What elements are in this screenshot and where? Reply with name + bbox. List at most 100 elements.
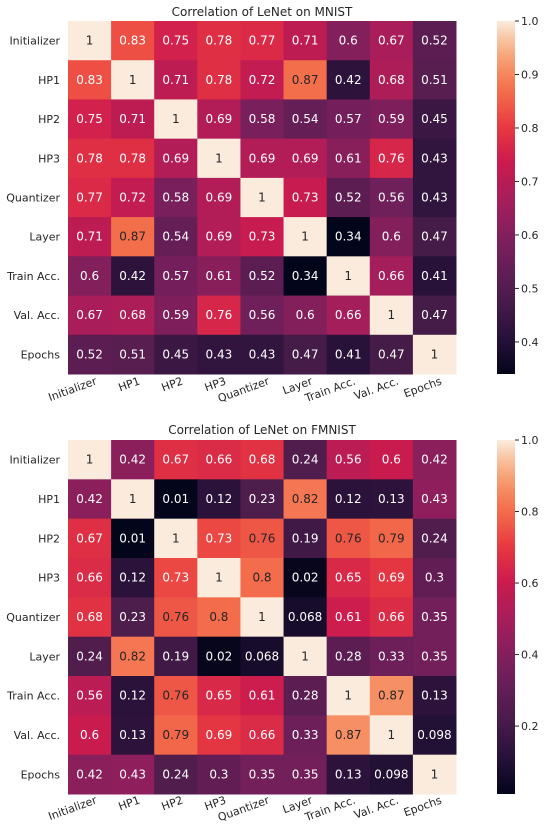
heatmap-cell-1-1-6: [326, 479, 371, 520]
y-tick-label-0-layer: Layer: [29, 231, 60, 244]
cell-label-0-2-2: 1: [172, 112, 180, 126]
cell-label-0-7-2: 0.59: [162, 308, 189, 322]
heatmap-cell-1-3-8: [412, 558, 457, 598]
heatmap-cell-1-2-7: [369, 518, 414, 559]
cell-label-0-1-3: 0.78: [206, 73, 233, 87]
heatmap-cell-0-1-8: [412, 60, 457, 100]
heatmap-cell-1-8-7: [369, 754, 414, 795]
heatmap-cell-0-0-6: [326, 21, 371, 61]
y-tick-label-0-epochs: Epochs: [21, 348, 61, 361]
heatmap-cell-1-4-6: [326, 597, 371, 638]
cell-label-0-3-2: 0.69: [162, 151, 189, 165]
x-tick-label-1-hp2: HP2: [160, 794, 185, 814]
heatmap-cell-0-6-3: [197, 256, 241, 297]
cell-label-1-0-0: 1: [86, 453, 94, 467]
cell-label-0-6-5: 0.34: [292, 269, 319, 283]
cell-label-1-4-5: 0.068: [288, 610, 322, 624]
heatmap-cell-0-8-0: [68, 334, 112, 375]
heatmap-cell-0-0-4: [240, 21, 285, 61]
x-tick-label-0-epochs: Epochs: [402, 375, 444, 401]
heatmap-cell-0-3-0: [68, 138, 112, 179]
cell-label-1-1-2: 0.01: [162, 492, 189, 506]
heatmap-cell-1-6-1: [111, 676, 155, 716]
heatmap-cell-0-6-7: [369, 256, 414, 297]
cell-label-0-6-4: 0.52: [249, 269, 276, 283]
cell-label-0-1-5: 0.87: [292, 73, 319, 87]
cell-label-1-8-2: 0.24: [162, 767, 189, 781]
heatmap-cell-0-6-0: [68, 256, 112, 297]
cell-label-1-4-8: 0.35: [421, 610, 448, 624]
y-tick-label-0-hp2: HP2: [38, 113, 60, 126]
heatmap-cell-1-7-8: [412, 715, 457, 756]
cell-label-1-3-2: 0.73: [162, 571, 189, 585]
cell-label-1-2-0: 0.67: [76, 531, 103, 545]
heatmap-cell-1-4-5: [283, 597, 328, 638]
cell-label-0-3-8: 0.43: [421, 151, 448, 165]
y-tick-label-1-initializer: Initializer: [9, 454, 60, 467]
heatmap-cell-0-5-6: [326, 217, 371, 257]
cell-label-0-4-0: 0.77: [76, 191, 103, 205]
heatmap-cell-1-4-3: [197, 597, 241, 638]
cell-label-0-0-6: 0.6: [339, 34, 358, 48]
cell-label-1-4-7: 0.66: [378, 610, 405, 624]
heatmap-cell-0-7-5: [283, 295, 328, 336]
cell-label-0-2-1: 0.71: [119, 112, 146, 126]
x-tick-label-1-val-acc: Val. Acc.: [352, 794, 400, 822]
heatmap-cell-0-1-5: [283, 60, 328, 100]
colorbar-tick-label-1-0: 1.0: [521, 434, 539, 447]
cell-label-1-2-1: 0.01: [119, 531, 146, 545]
x-tick-label-1-initializer: Initializer: [47, 793, 99, 823]
heatmap-cell-0-3-5: [283, 138, 328, 179]
cell-label-1-0-3: 0.66: [206, 453, 233, 467]
heatmap-cell-1-6-2: [154, 676, 198, 716]
cell-label-1-0-6: 0.56: [335, 453, 362, 467]
cell-label-1-3-6: 0.65: [335, 571, 362, 585]
cell-label-0-5-8: 0.47: [421, 230, 448, 244]
cell-label-0-5-1: 0.87: [119, 230, 146, 244]
heatmap-cell-0-3-3: [197, 138, 241, 179]
cell-label-0-5-5: 1: [301, 230, 309, 244]
heatmap-cell-1-5-6: [326, 636, 371, 677]
heatmap-cell-0-7-0: [68, 295, 112, 336]
cell-label-1-8-0: 0.42: [76, 767, 103, 781]
cell-label-0-1-7: 0.68: [378, 73, 405, 87]
heatmap-cell-0-3-2: [154, 138, 198, 179]
cell-label-1-7-4: 0.66: [249, 728, 276, 742]
heatmap-cell-0-3-7: [369, 138, 414, 179]
heatmap-cell-0-8-2: [154, 334, 198, 375]
cell-label-0-1-0: 0.83: [76, 73, 103, 87]
cell-label-1-6-3: 0.65: [206, 689, 233, 703]
cell-label-0-2-0: 0.75: [76, 112, 103, 126]
cell-label-0-8-3: 0.43: [206, 347, 233, 361]
cell-label-1-7-1: 0.13: [119, 728, 146, 742]
cell-label-0-2-5: 0.54: [292, 112, 319, 126]
heatmap-cell-1-8-3: [197, 754, 241, 795]
cell-label-1-7-7: 1: [388, 728, 396, 742]
cell-label-0-4-4: 1: [258, 191, 266, 205]
heatmap-cell-0-4-3: [197, 177, 241, 218]
cell-label-0-4-2: 0.58: [162, 191, 189, 205]
cell-label-0-3-6: 0.61: [335, 151, 362, 165]
heatmap-cell-1-7-2: [154, 715, 198, 756]
heatmap-cell-0-2-7: [369, 99, 414, 140]
heatmap-cell-0-0-1: [111, 21, 155, 61]
cell-label-0-7-6: 0.66: [335, 308, 362, 322]
cell-label-0-6-0: 0.6: [80, 269, 99, 283]
cell-label-1-0-5: 0.24: [292, 453, 319, 467]
heatmap-cell-0-8-6: [326, 334, 371, 375]
y-tick-label-1-hp2: HP2: [38, 532, 60, 545]
heatmap-cell-1-0-6: [326, 440, 371, 480]
cell-label-0-1-4: 0.72: [249, 73, 276, 87]
colorbar-1: [497, 440, 515, 794]
heatmap-cell-0-2-2: [154, 99, 198, 140]
cell-label-1-5-6: 0.28: [335, 649, 362, 663]
heatmap-cell-1-5-2: [154, 636, 198, 677]
heatmap-cell-1-2-2: [154, 518, 198, 559]
y-tick-label-1-train-acc: Train Acc.: [6, 690, 60, 703]
cell-label-1-6-6: 1: [344, 689, 352, 703]
colorbar-tick-label-0-3: 0.7: [521, 175, 539, 188]
heatmap-cell-1-2-0: [68, 518, 112, 559]
cell-label-1-0-8: 0.42: [421, 453, 448, 467]
heatmap-cell-1-5-4: [240, 636, 285, 677]
